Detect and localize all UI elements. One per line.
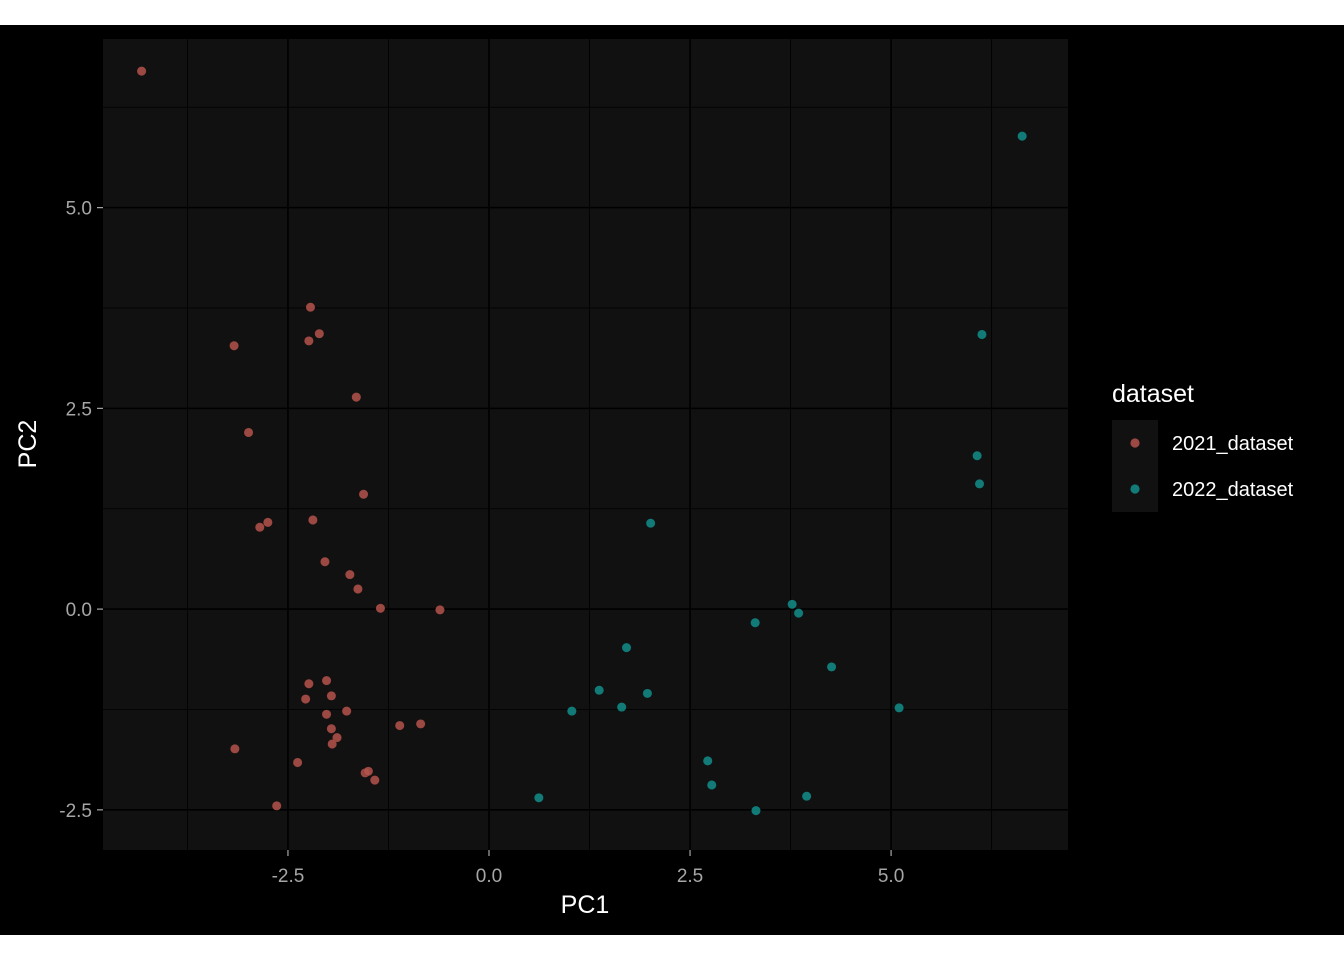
y-tick-label: -2.5	[59, 801, 92, 822]
data-point-2021_dataset	[292, 757, 303, 768]
x-tick-label: 5.0	[878, 866, 904, 887]
data-point-2022_dataset	[534, 792, 544, 803]
data-point-2021_dataset	[375, 603, 386, 614]
data-point-2022_dataset	[594, 685, 605, 696]
data-point-2022_dataset	[702, 756, 713, 766]
data-point-2021_dataset	[254, 522, 265, 533]
data-point-2021_dataset	[271, 800, 282, 811]
data-point-2021_dataset	[341, 706, 352, 716]
data-point-2021_dataset	[321, 675, 332, 686]
legend-title: dataset	[1112, 380, 1194, 408]
data-point-2021_dataset	[358, 489, 369, 500]
legend: dataset 2021_dataset 2022_dataset	[1112, 380, 1294, 512]
data-point-2021_dataset	[136, 66, 147, 76]
x-axis: -2.5 0.0 2.5 5.0	[272, 850, 904, 887]
data-point-2021_dataset	[435, 605, 445, 615]
data-point-2021_dataset	[369, 775, 380, 785]
legend-items: 2021_dataset 2022_dataset	[1130, 433, 1294, 501]
data-point-2021_dataset	[308, 515, 318, 525]
data-point-2021_dataset	[320, 556, 330, 567]
plot-panel	[103, 39, 1068, 850]
data-point-2021_dataset	[415, 719, 426, 729]
data-point-2022_dataset	[751, 805, 761, 816]
data-point-2021_dataset	[351, 392, 362, 402]
x-tick-label: 2.5	[677, 866, 703, 887]
data-point-2022_dataset	[621, 642, 632, 653]
data-point-2021_dataset	[230, 743, 240, 754]
data-point-2021_dataset	[314, 328, 325, 339]
y-tick-label: 2.5	[66, 399, 92, 420]
data-point-2021_dataset	[263, 517, 273, 528]
data-point-2022_dataset	[972, 450, 982, 461]
data-point-2022_dataset	[750, 617, 761, 628]
data-point-2021_dataset	[321, 709, 332, 720]
data-point-2022_dataset	[1017, 131, 1028, 142]
data-point-2021_dataset	[394, 720, 405, 731]
legend-key-2021_dataset	[1130, 438, 1140, 448]
y-axis: -2.5 0.0 2.5 5.0	[59, 199, 103, 822]
y-axis-title: PC2	[14, 420, 42, 469]
data-point-2022_dataset	[642, 688, 653, 699]
data-point-2021_dataset	[353, 584, 363, 594]
data-point-2022_dataset	[616, 702, 627, 712]
data-point-2022_dataset	[706, 780, 717, 790]
x-axis-title: PC1	[561, 891, 610, 919]
data-point-2021_dataset	[345, 569, 355, 580]
legend-key-background	[1112, 420, 1158, 512]
y-tick-label: 5.0	[66, 199, 92, 220]
data-point-2021_dataset	[300, 694, 311, 704]
data-points	[136, 66, 1028, 816]
x-tick-label: 0.0	[476, 866, 502, 887]
y-tick-label: 0.0	[66, 600, 92, 621]
data-point-2021_dataset	[305, 302, 316, 313]
data-point-2021_dataset	[327, 739, 338, 749]
data-point-2022_dataset	[977, 329, 987, 340]
grid-major	[103, 39, 1068, 850]
data-point-2021_dataset	[229, 340, 239, 351]
data-point-2022_dataset	[801, 791, 812, 802]
data-point-2021_dataset	[243, 427, 254, 438]
data-point-2021_dataset	[326, 723, 337, 734]
data-point-2022_dataset	[566, 706, 577, 716]
page-white-bottom	[0, 935, 1344, 960]
legend-label-2022_dataset: 2022_dataset	[1172, 479, 1294, 501]
x-tick-label: -2.5	[272, 866, 305, 887]
data-point-2021_dataset	[304, 336, 314, 346]
data-point-2021_dataset	[363, 766, 374, 777]
legend-label-2021_dataset: 2021_dataset	[1172, 433, 1294, 455]
data-point-2022_dataset	[645, 518, 656, 529]
data-point-2021_dataset	[304, 678, 314, 689]
data-point-2022_dataset	[787, 599, 798, 610]
data-point-2022_dataset	[894, 703, 904, 713]
data-point-2022_dataset	[826, 662, 837, 672]
page-white-top	[0, 0, 1344, 25]
legend-key-2022_dataset	[1130, 484, 1140, 494]
data-point-2021_dataset	[326, 690, 337, 701]
data-point-2022_dataset	[793, 608, 804, 618]
grid-minor	[103, 39, 1068, 850]
data-point-2022_dataset	[974, 478, 985, 489]
data-point-2021_dataset	[332, 732, 342, 743]
